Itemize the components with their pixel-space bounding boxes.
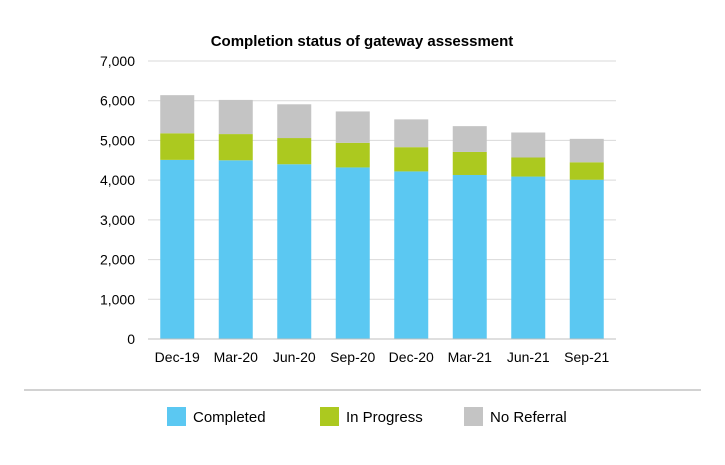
bar-segment-in-progress: [511, 157, 546, 177]
bar-segment-completed: [394, 171, 429, 339]
bar-segment-no-referral: [160, 95, 195, 134]
bar-segment-in-progress: [394, 147, 429, 172]
y-tick-label: 1,000: [100, 291, 135, 307]
legend-item: No Referral: [464, 407, 567, 426]
x-tick-label: Jun-20: [273, 349, 316, 365]
bar-segment-no-referral: [335, 111, 370, 143]
bar-segment-completed: [335, 167, 370, 339]
x-tick-label: Mar-21: [448, 349, 493, 365]
bar-segment-no-referral: [511, 132, 546, 158]
bar-segment-no-referral: [277, 104, 312, 139]
y-tick-label: 3,000: [100, 212, 135, 228]
legend-swatch: [167, 407, 186, 426]
legend-label: No Referral: [490, 409, 567, 426]
y-tick-label: 6,000: [100, 93, 135, 109]
bar-segment-in-progress: [569, 162, 604, 180]
x-tick-label: Mar-20: [214, 349, 259, 365]
bar-segment-in-progress: [452, 151, 487, 175]
bar-segment-completed: [452, 174, 487, 339]
bar-segment-no-referral: [569, 138, 604, 163]
x-tick-label: Sep-21: [564, 349, 609, 365]
legend-label: Completed: [193, 409, 266, 426]
bar-segment-completed: [218, 160, 253, 339]
legend-swatch: [320, 407, 339, 426]
x-tick-label: Dec-19: [155, 349, 200, 365]
x-tick-label: Dec-20: [389, 349, 434, 365]
bar-segment-in-progress: [277, 138, 312, 165]
bar-segment-no-referral: [394, 119, 429, 148]
bar-segment-completed: [511, 176, 546, 339]
chart-title: Completion status of gateway assessment: [211, 33, 514, 50]
legend-item: Completed: [167, 407, 266, 426]
y-tick-label: 5,000: [100, 132, 135, 148]
bar-segment-in-progress: [335, 142, 370, 168]
bars: [160, 95, 604, 339]
bar-segment-in-progress: [218, 134, 253, 161]
x-tick-label: Sep-20: [330, 349, 375, 365]
y-tick-label: 7,000: [100, 53, 135, 69]
legend-label: In Progress: [346, 409, 423, 426]
y-tick-label: 0: [127, 331, 135, 347]
x-axis: Dec-19 Mar-20 Jun-20 Sep-20 Dec-20 Mar-21 Jun-…: [148, 338, 616, 365]
bar-segment-in-progress: [160, 133, 195, 160]
bar-segment-no-referral: [452, 126, 487, 152]
legend: Completed In Progress No Referral: [167, 407, 567, 426]
legend-item: In Progress: [320, 407, 423, 426]
bar-segment-completed: [277, 164, 312, 339]
gridlines: [148, 60, 616, 300]
x-tick-label: Jun-21: [507, 349, 550, 365]
bar-segment-completed: [160, 159, 195, 339]
legend-swatch: [464, 407, 483, 426]
bar-segment-completed: [569, 179, 604, 339]
y-axis: 0 1,000 2,000 3,000 4,000 5,000 6,000 7,000: [100, 53, 135, 347]
y-tick-label: 2,000: [100, 252, 135, 268]
y-tick-label: 4,000: [100, 172, 135, 188]
bar-segment-no-referral: [218, 99, 253, 135]
